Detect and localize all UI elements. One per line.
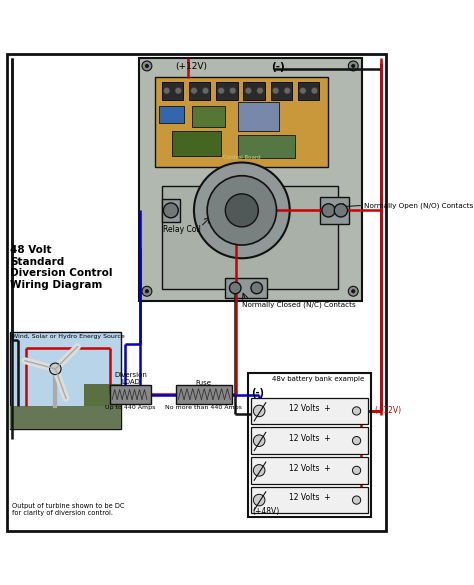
Text: (-): (-): [271, 62, 284, 72]
Circle shape: [352, 64, 355, 68]
Circle shape: [352, 290, 355, 293]
Bar: [139, 58, 362, 301]
Circle shape: [245, 87, 252, 94]
Text: (-): (-): [251, 388, 264, 398]
Text: 12 Volts  +: 12 Volts +: [289, 494, 330, 503]
Circle shape: [191, 87, 197, 94]
Text: 12 Volts  +: 12 Volts +: [289, 464, 330, 473]
Text: 12 Volts  +: 12 Volts +: [289, 434, 330, 443]
Text: Diversion Control: Diversion Control: [10, 268, 112, 278]
Circle shape: [49, 363, 61, 374]
Circle shape: [202, 87, 209, 94]
Circle shape: [225, 194, 258, 227]
Circle shape: [257, 87, 263, 94]
Bar: [271, 82, 292, 100]
Circle shape: [311, 87, 318, 94]
Circle shape: [142, 286, 152, 296]
Circle shape: [229, 87, 236, 94]
Text: (+12V): (+12V): [374, 407, 401, 415]
Circle shape: [353, 496, 361, 504]
Bar: [251, 457, 368, 484]
Bar: [244, 82, 265, 100]
Bar: [84, 384, 121, 408]
Circle shape: [254, 435, 265, 446]
Bar: [251, 398, 368, 424]
Text: 48v battery bank example: 48v battery bank example: [273, 376, 365, 382]
Text: Wind, Solar or Hydro Energy Source: Wind, Solar or Hydro Energy Source: [11, 334, 124, 339]
Text: Normally Closed (N/C) Contacts: Normally Closed (N/C) Contacts: [242, 301, 356, 308]
Bar: [247, 373, 372, 517]
Circle shape: [194, 163, 290, 258]
Circle shape: [145, 64, 148, 68]
Bar: [251, 428, 368, 454]
Circle shape: [175, 87, 182, 94]
Circle shape: [334, 204, 347, 217]
Circle shape: [229, 282, 241, 294]
Bar: [237, 102, 279, 131]
Circle shape: [142, 61, 152, 71]
Circle shape: [254, 405, 265, 417]
Circle shape: [254, 494, 265, 506]
Text: Relay Coil: Relay Coil: [164, 225, 201, 234]
Text: Standard: Standard: [10, 257, 64, 267]
Circle shape: [353, 407, 361, 415]
Circle shape: [251, 282, 263, 294]
Bar: [10, 332, 121, 429]
Text: 48 Volt: 48 Volt: [10, 245, 51, 255]
Text: Normally Open (N/O) Contacts: Normally Open (N/O) Contacts: [364, 202, 474, 209]
Bar: [162, 82, 183, 100]
Bar: [176, 386, 232, 404]
Bar: [251, 487, 368, 513]
Circle shape: [164, 87, 170, 94]
Text: Fuse: Fuse: [196, 380, 212, 387]
Circle shape: [254, 464, 265, 476]
Circle shape: [273, 87, 279, 94]
Circle shape: [145, 290, 148, 293]
Circle shape: [353, 466, 361, 474]
Bar: [192, 106, 225, 127]
Text: Wiring Diagram: Wiring Diagram: [10, 280, 102, 290]
Bar: [159, 106, 184, 123]
Circle shape: [284, 87, 291, 94]
Circle shape: [353, 436, 361, 445]
Circle shape: [322, 204, 335, 217]
Text: Up to 440 Amps: Up to 440 Amps: [105, 405, 155, 410]
Bar: [162, 199, 180, 222]
Circle shape: [348, 61, 358, 71]
Bar: [110, 386, 151, 404]
Bar: [162, 185, 338, 289]
Bar: [172, 131, 221, 156]
Bar: [320, 197, 349, 223]
Bar: [216, 82, 237, 100]
Bar: [298, 82, 319, 100]
Bar: [225, 278, 266, 298]
Circle shape: [348, 286, 358, 296]
Circle shape: [300, 87, 306, 94]
Text: Diversion
LOAD: Diversion LOAD: [114, 372, 147, 385]
Circle shape: [164, 203, 178, 218]
Bar: [189, 82, 210, 100]
Bar: [237, 135, 295, 159]
Circle shape: [218, 87, 225, 94]
Text: 12 Volts  +: 12 Volts +: [289, 404, 330, 414]
Text: (+12V): (+12V): [175, 62, 207, 71]
Circle shape: [207, 176, 276, 245]
Text: (+48V): (+48V): [253, 507, 280, 516]
Bar: [155, 77, 328, 167]
Bar: [10, 406, 121, 429]
Text: Control Board: Control Board: [223, 155, 261, 160]
Text: No more than 440 Amps: No more than 440 Amps: [165, 405, 242, 410]
Text: Output of turbine shown to be DC
for clarity of diversion control.: Output of turbine shown to be DC for cla…: [11, 503, 124, 517]
